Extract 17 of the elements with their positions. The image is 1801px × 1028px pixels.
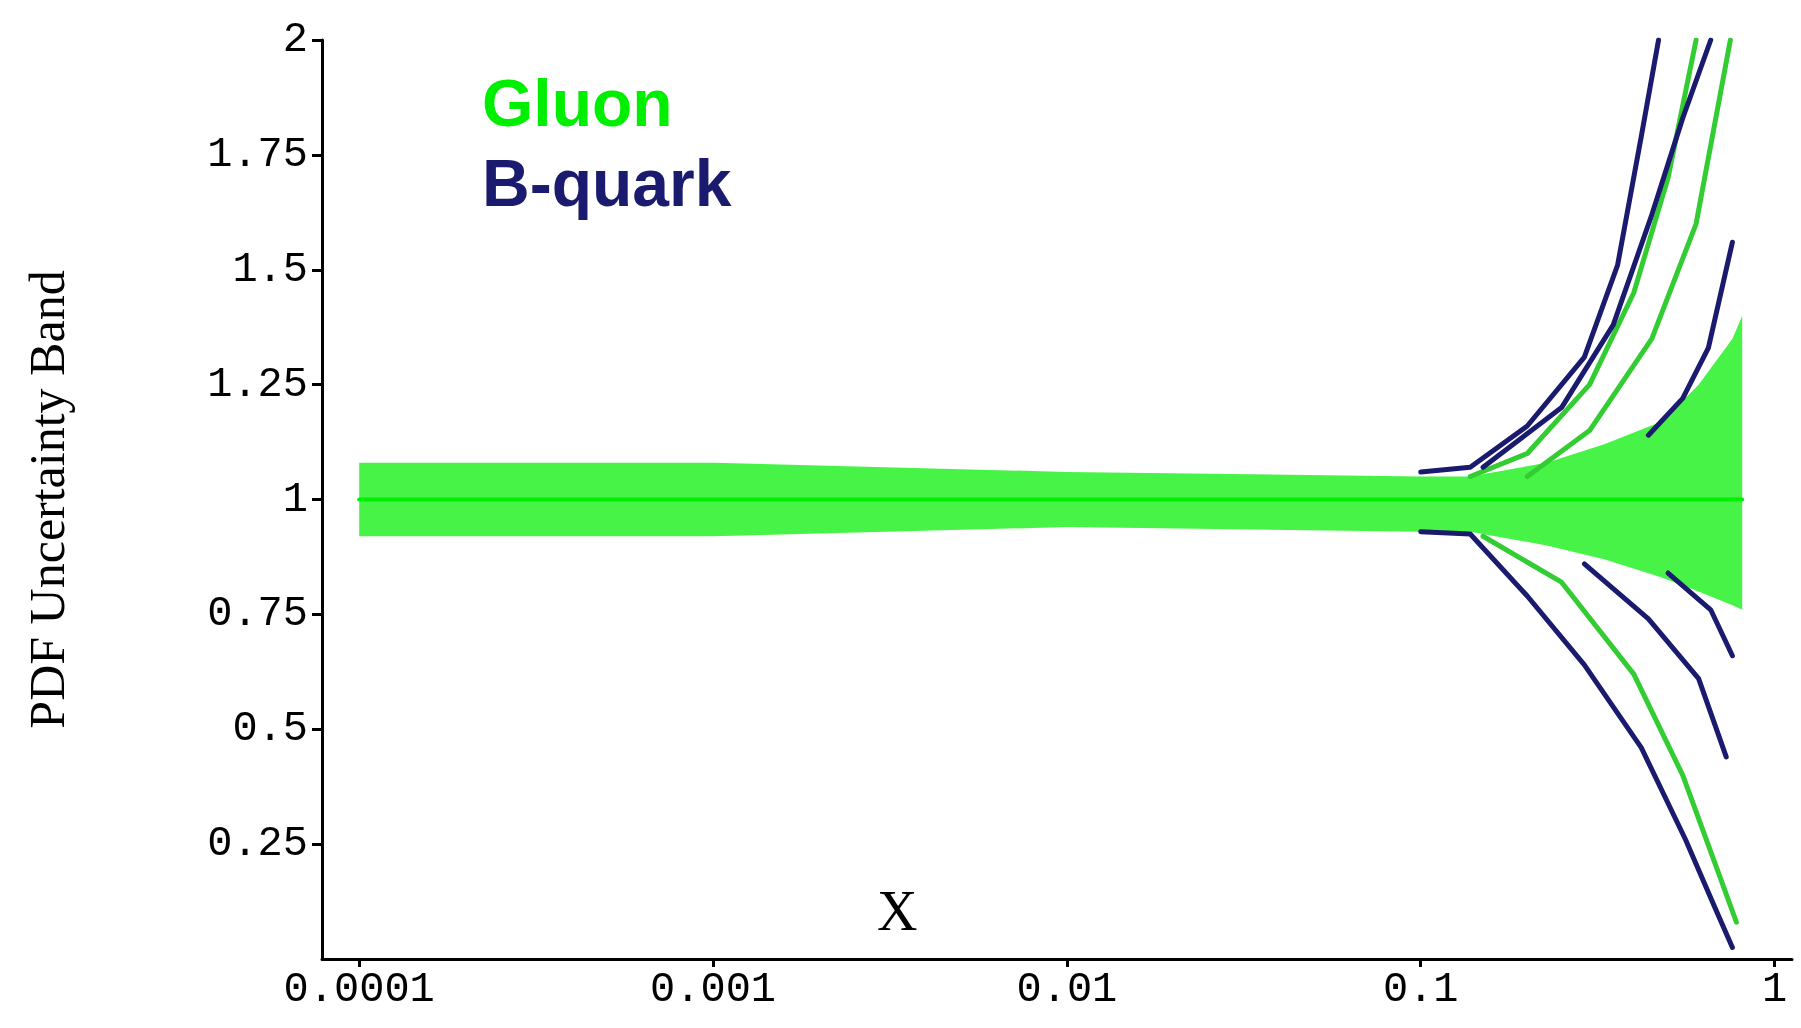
y-tick-label: 0.75 (207, 590, 308, 639)
x-tick-label: 1 (1761, 966, 1788, 1014)
y-tick-label: 0.5 (232, 705, 308, 754)
y-tick-label: 0.25 (207, 820, 308, 869)
y-tick-label: 1.25 (207, 360, 308, 409)
x-tick-label: 0.01 (1016, 966, 1118, 1014)
y-tick-label: 2 (282, 16, 308, 64)
text: B-quark (482, 146, 732, 220)
x-tick-label: 0.0001 (283, 966, 435, 1014)
text: Gluon (482, 66, 673, 140)
x-tick-label: 0.1 (1382, 966, 1459, 1014)
y-tick-label: 1.75 (207, 130, 308, 179)
x-axis-title: X (877, 880, 918, 942)
y-axis-title: PDF Uncertainty Band (19, 270, 75, 729)
y-tick-label: 1.5 (232, 245, 308, 294)
y-tick-label: 1 (282, 475, 308, 524)
x-tick-label: 0.001 (650, 966, 777, 1014)
